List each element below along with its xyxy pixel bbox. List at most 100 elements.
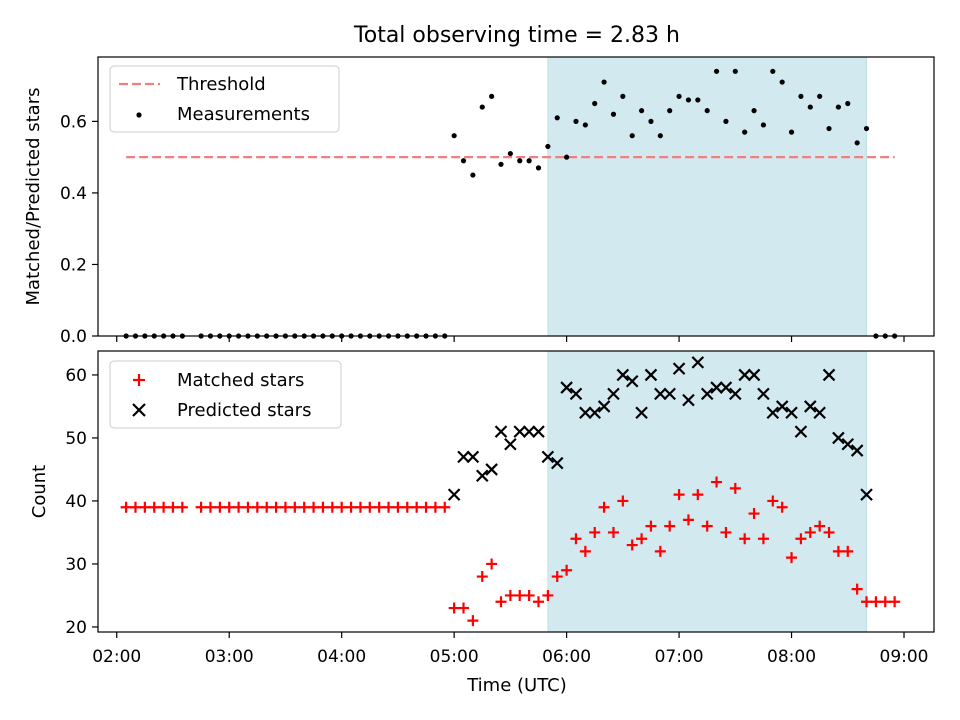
- bottom-legend: Matched stars Predicted stars: [109, 360, 342, 429]
- measurement-point: [620, 93, 626, 99]
- predicted-star-marker: [682, 393, 695, 407]
- predicted-star-marker: [644, 368, 658, 382]
- matched-star-marker: [223, 501, 235, 513]
- observing-window-shade: [547, 57, 868, 336]
- top-legend: Threshold Measurements: [109, 65, 340, 133]
- measurement-point: [835, 104, 842, 110]
- matched-star-marker: [804, 526, 816, 538]
- predicted-star-marker: [832, 431, 845, 445]
- y-tick-label: 0.2: [60, 255, 87, 275]
- measurement-point: [770, 68, 776, 74]
- measurement-point: [489, 93, 495, 99]
- matched-star-marker: [739, 533, 751, 545]
- measurement-point: [779, 79, 785, 85]
- predicted-star-marker: [850, 444, 864, 457]
- matched-star-marker: [879, 596, 891, 608]
- legend-predicted-label: Predicted stars: [177, 400, 311, 421]
- matched-star-marker: [561, 564, 573, 576]
- matched-star-marker: [607, 526, 619, 538]
- predicted-star-marker: [757, 387, 770, 401]
- x-tick-label: 07:00: [655, 647, 704, 667]
- predicted-star-marker: [550, 456, 564, 470]
- matched-star-marker: [814, 520, 826, 532]
- matched-star-marker: [795, 533, 807, 545]
- matched-star-markers: [120, 476, 901, 627]
- matched-star-marker: [776, 501, 788, 513]
- measurement-point: [507, 150, 513, 157]
- bottom-legend-box: [109, 360, 342, 429]
- matched-star-marker: [486, 558, 498, 570]
- matched-star-marker: [439, 501, 451, 513]
- predicted-star-marker: [710, 381, 723, 394]
- predicted-star-marker: [522, 425, 536, 438]
- matched-star-marker: [373, 501, 385, 513]
- matched-star-marker: [448, 602, 460, 614]
- matched-star-marker: [176, 501, 188, 513]
- measurement-point: [554, 115, 560, 121]
- measurement-point: [798, 93, 804, 99]
- predicted-star-marker: [822, 368, 836, 382]
- y-tick-label: 20: [65, 618, 87, 638]
- predicted-star-marker: [719, 381, 733, 394]
- measurement-point: [863, 125, 870, 132]
- matched-star-marker: [542, 589, 554, 601]
- matched-star-marker: [617, 495, 629, 507]
- matched-star-marker: [420, 501, 432, 513]
- measurement-point: [498, 161, 504, 167]
- matched-star-marker: [383, 501, 395, 513]
- matched-star-marker: [748, 508, 760, 520]
- predicted-star-marker: [860, 488, 873, 501]
- predicted-star-marker: [775, 400, 789, 413]
- shade-region: [547, 351, 867, 632]
- y-tick-label: 40: [65, 492, 87, 512]
- matched-star-marker: [289, 501, 301, 513]
- matched-star-marker: [711, 476, 723, 488]
- matched-star-marker: [354, 501, 366, 513]
- matched-star-marker: [589, 526, 601, 538]
- matched-star-marker: [598, 501, 610, 513]
- chart-title: Total observing time = 2.83 h: [353, 23, 680, 48]
- predicted-star-marker: [457, 450, 470, 464]
- matched-star-marker: [664, 520, 676, 532]
- measurement-point: [817, 93, 823, 99]
- predicted-star-marker: [729, 387, 742, 401]
- matched-star-marker: [204, 501, 216, 513]
- measurement-point: [601, 79, 607, 85]
- matched-star-marker: [326, 501, 338, 513]
- legend-matched-label: Matched stars: [177, 370, 304, 391]
- measurement-point: [854, 140, 860, 146]
- matched-star-marker: [233, 501, 245, 513]
- matched-star-marker: [504, 589, 516, 601]
- matched-star-marker: [645, 520, 657, 532]
- predicted-star-marker: [813, 406, 826, 420]
- measurement-point: [629, 133, 635, 139]
- predicted-star-marker: [841, 437, 855, 451]
- predicted-star-marker: [700, 387, 714, 401]
- measurement-point: [695, 97, 701, 103]
- predicted-star-marker: [663, 387, 676, 401]
- measurement-point: [667, 108, 673, 114]
- matched-star-marker: [514, 589, 526, 601]
- matched-star-marker: [392, 501, 404, 513]
- bottom-y-axis: 20 30 40 50 60: [65, 366, 98, 638]
- bottom-y-axis-label: Count: [29, 465, 50, 518]
- measurement-point: [685, 97, 692, 103]
- predicted-star-marker: [588, 406, 602, 420]
- y-tick-label: 0.6: [60, 112, 87, 132]
- matched-star-marker: [251, 501, 263, 513]
- matched-star-marker: [823, 526, 835, 538]
- legend-measurements-label: Measurements: [177, 104, 310, 125]
- measurement-point: [760, 122, 767, 128]
- x-tick-label: 06:00: [542, 647, 591, 667]
- matched-star-marker: [861, 596, 873, 608]
- bottom-x-axis: 02:00 03:00 04:00 05:00 06:00 07:00 08:00 09:00: [92, 632, 929, 667]
- predicted-star-marker: [766, 406, 780, 420]
- measurement-point: [470, 172, 476, 178]
- matched-star-marker: [701, 520, 713, 532]
- matched-star-marker: [139, 501, 151, 513]
- observing-window-shade: [547, 351, 868, 632]
- measurement-point: [564, 154, 570, 160]
- matched-star-marker: [129, 501, 141, 513]
- matched-star-marker: [317, 501, 329, 513]
